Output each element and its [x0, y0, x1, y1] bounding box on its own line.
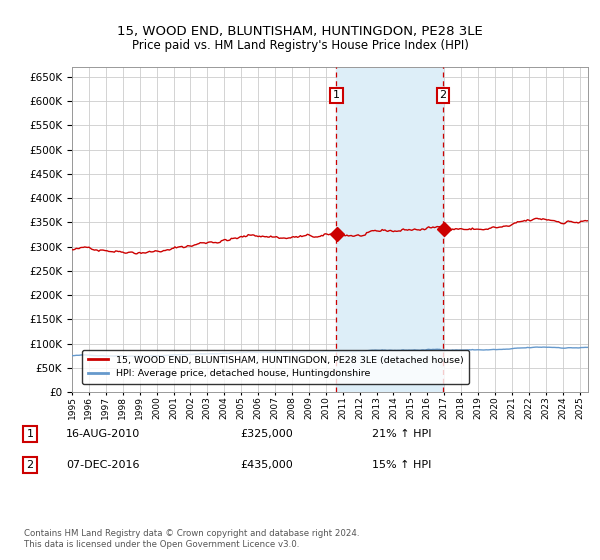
- Text: 2: 2: [439, 90, 446, 100]
- Text: Price paid vs. HM Land Registry's House Price Index (HPI): Price paid vs. HM Land Registry's House …: [131, 39, 469, 52]
- Text: 15% ↑ HPI: 15% ↑ HPI: [372, 460, 431, 470]
- Text: 21% ↑ HPI: 21% ↑ HPI: [372, 429, 431, 439]
- Text: £325,000: £325,000: [240, 429, 293, 439]
- Bar: [336, 67, 443, 392]
- Text: 2: 2: [26, 460, 34, 470]
- Legend: 15, WOOD END, BLUNTISHAM, HUNTINGDON, PE28 3LE (detached house), HPI: Average pr: 15, WOOD END, BLUNTISHAM, HUNTINGDON, PE…: [82, 350, 469, 384]
- Text: 1: 1: [26, 429, 34, 439]
- Text: 1: 1: [333, 90, 340, 100]
- Text: 16-AUG-2010: 16-AUG-2010: [66, 429, 140, 439]
- Text: 15, WOOD END, BLUNTISHAM, HUNTINGDON, PE28 3LE: 15, WOOD END, BLUNTISHAM, HUNTINGDON, PE…: [117, 25, 483, 38]
- Text: £435,000: £435,000: [240, 460, 293, 470]
- Text: Contains HM Land Registry data © Crown copyright and database right 2024.
This d: Contains HM Land Registry data © Crown c…: [24, 529, 359, 549]
- Text: 07-DEC-2016: 07-DEC-2016: [66, 460, 139, 470]
